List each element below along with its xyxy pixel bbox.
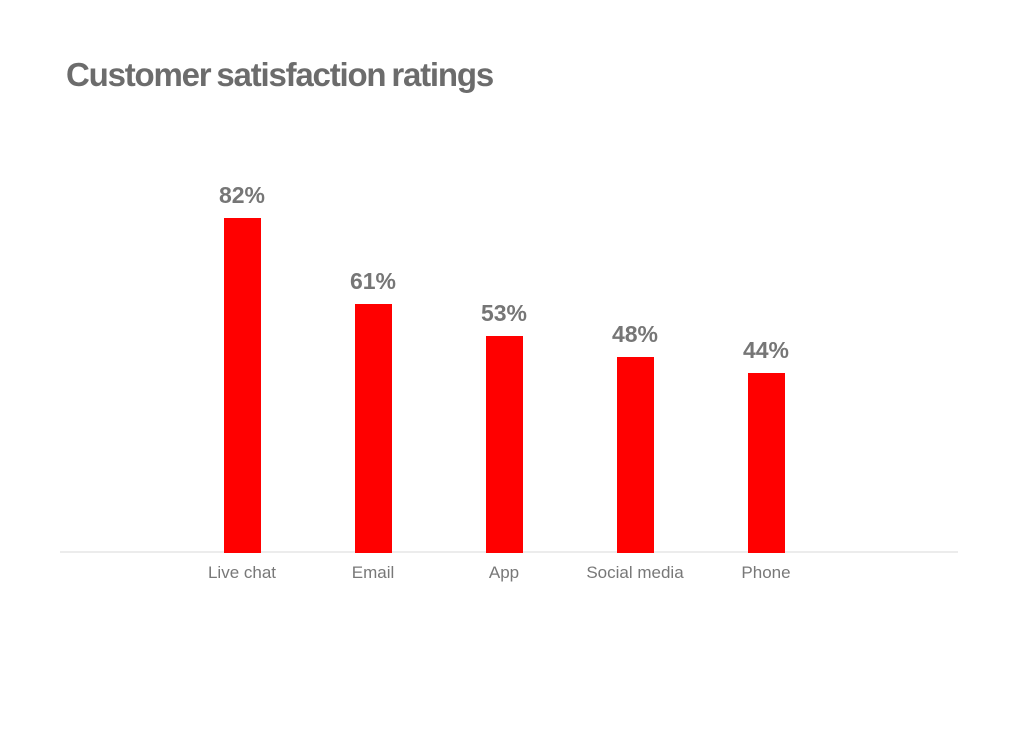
bar-app xyxy=(485,336,523,553)
bar-live-chat xyxy=(223,218,261,553)
x-axis-label-app: App xyxy=(488,563,520,582)
bar-value-label-email: 61% xyxy=(349,267,397,294)
x-axis-label-live-chat: Live chat xyxy=(207,563,277,582)
bar-social-media xyxy=(616,357,654,553)
bar-value-label-phone: 44% xyxy=(742,336,790,363)
bar-value-label-app: 53% xyxy=(480,299,528,326)
bar-email xyxy=(354,304,392,553)
bar-phone xyxy=(747,373,785,553)
bar-value-label-live-chat: 82% xyxy=(218,181,266,208)
x-axis-label-phone: Phone xyxy=(741,563,791,582)
x-axis-label-social-media: Social media xyxy=(586,563,684,582)
bar-value-label-social-media: 48% xyxy=(611,320,659,347)
chart-title: Customer satisfaction ratings xyxy=(66,56,494,93)
x-axis-label-email: Email xyxy=(351,563,395,582)
